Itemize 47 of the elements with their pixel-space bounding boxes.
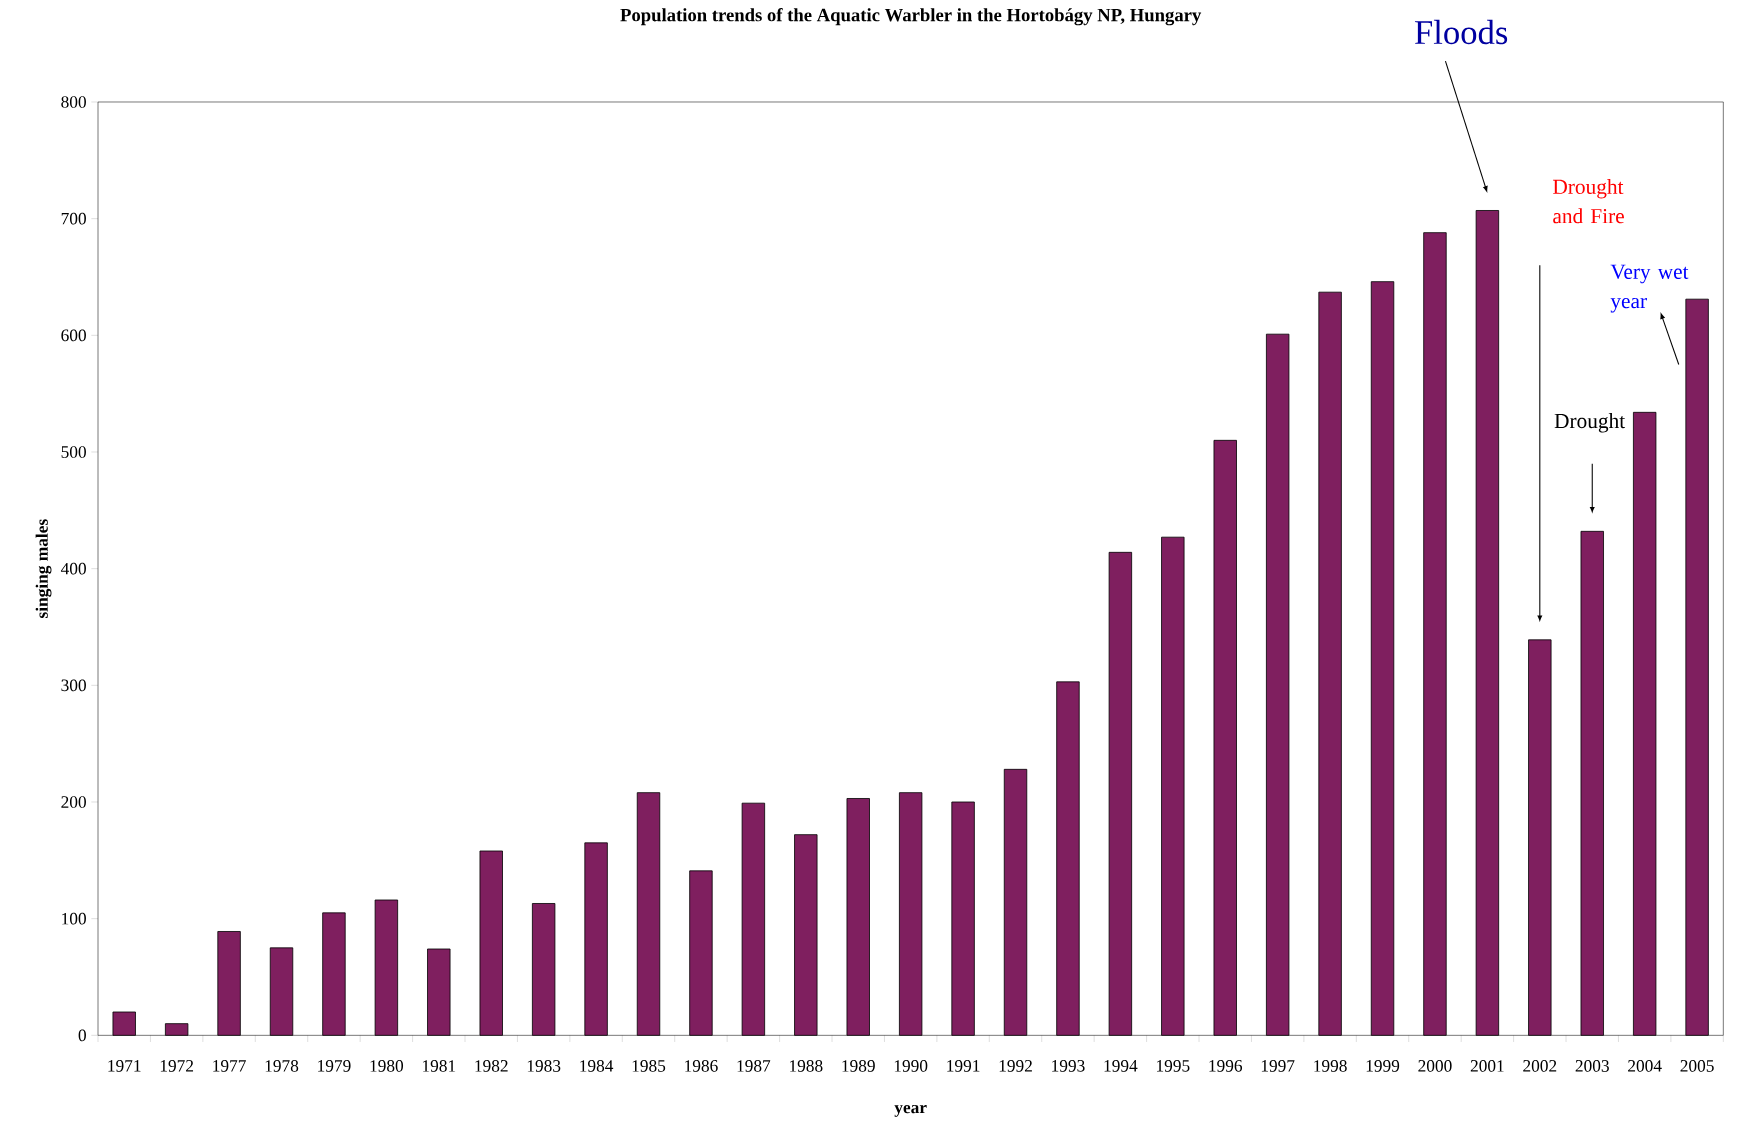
- y-tick-label: 100: [62, 912, 86, 925]
- x-tick-label: 2004: [1628, 1059, 1662, 1072]
- x-tick-label: 1987: [737, 1059, 771, 1072]
- x-tick-label: 2002: [1523, 1059, 1557, 1072]
- x-tick-label: 1993: [1052, 1059, 1085, 1072]
- y-tick-label: 300: [61, 679, 86, 692]
- x-tick-label: 2001: [1470, 1059, 1504, 1072]
- x-tick-label: 1992: [999, 1059, 1032, 1072]
- x-tick-label: 1991: [947, 1059, 980, 1072]
- x-tick-label: 1981: [422, 1059, 456, 1072]
- x-tick-label: 1972: [160, 1059, 194, 1072]
- y-tick-label: 600: [61, 329, 86, 342]
- x-tick-label: 1988: [790, 1059, 823, 1072]
- x-tick-label: 1977: [213, 1059, 246, 1072]
- x-tick-label: 1998: [1314, 1059, 1347, 1072]
- x-tick-label: 1978: [265, 1059, 299, 1072]
- x-tick-label: 2005: [1680, 1059, 1714, 1072]
- x-tick-label: 1994: [1104, 1059, 1138, 1072]
- x-tick-label: 1996: [1209, 1059, 1243, 1072]
- x-tick-label: 1995: [1157, 1059, 1190, 1072]
- x-tick-label: 1979: [318, 1059, 351, 1072]
- y-tick-label: 800: [61, 95, 86, 108]
- x-tick-label: 1985: [632, 1059, 666, 1072]
- x-tick-label: 1986: [685, 1059, 718, 1072]
- x-tick-label: 1990: [894, 1059, 928, 1072]
- y-tick-label: 700: [61, 212, 86, 225]
- y-tick-label: 200: [61, 796, 86, 808]
- y-axis-title: singing males: [35, 519, 52, 618]
- x-tick-label: 2003: [1575, 1059, 1609, 1072]
- annotation: Very wet year: [1610, 264, 1689, 313]
- x-axis-title: year: [894, 1104, 927, 1117]
- x-tick-label: 2000: [1418, 1059, 1452, 1072]
- y-tick-label: 0: [78, 1029, 86, 1042]
- x-tick-label: 1989: [842, 1059, 875, 1072]
- annotation: Drought and Fire: [1553, 178, 1624, 224]
- x-tick-label: 1999: [1366, 1059, 1400, 1072]
- x-tick-label: 1983: [527, 1059, 561, 1072]
- x-tick-label: 1971: [108, 1059, 141, 1072]
- text: Floods: [1414, 19, 1508, 45]
- y-tick-label: 500: [61, 445, 86, 458]
- chart-title: Population trends of the Aquatic Warbler in the Hortobágy NP, Hungary: [620, 7, 1202, 26]
- x-tick-label: 1984: [580, 1059, 614, 1072]
- x-tick-label: 1980: [370, 1059, 404, 1072]
- x-tick-label: 1982: [475, 1059, 508, 1072]
- y-tick-label: 400: [60, 562, 86, 575]
- annotation: Drought: [1554, 412, 1626, 433]
- x-tick-label: 1997: [1261, 1059, 1295, 1072]
